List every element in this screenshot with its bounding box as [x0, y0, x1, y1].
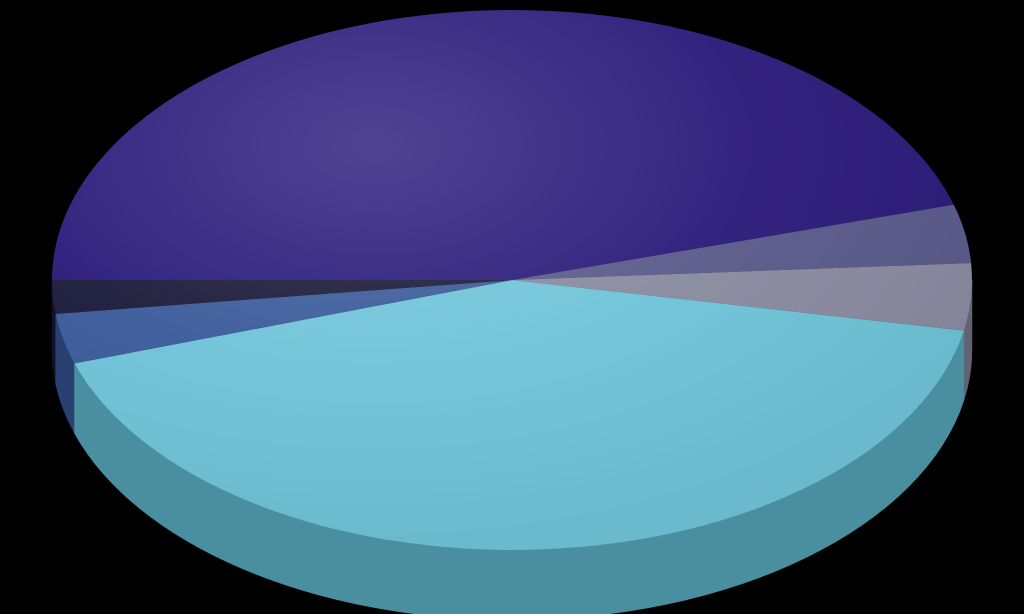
- pie-tops: [52, 10, 972, 550]
- pie-chart-3d: [0, 0, 1024, 614]
